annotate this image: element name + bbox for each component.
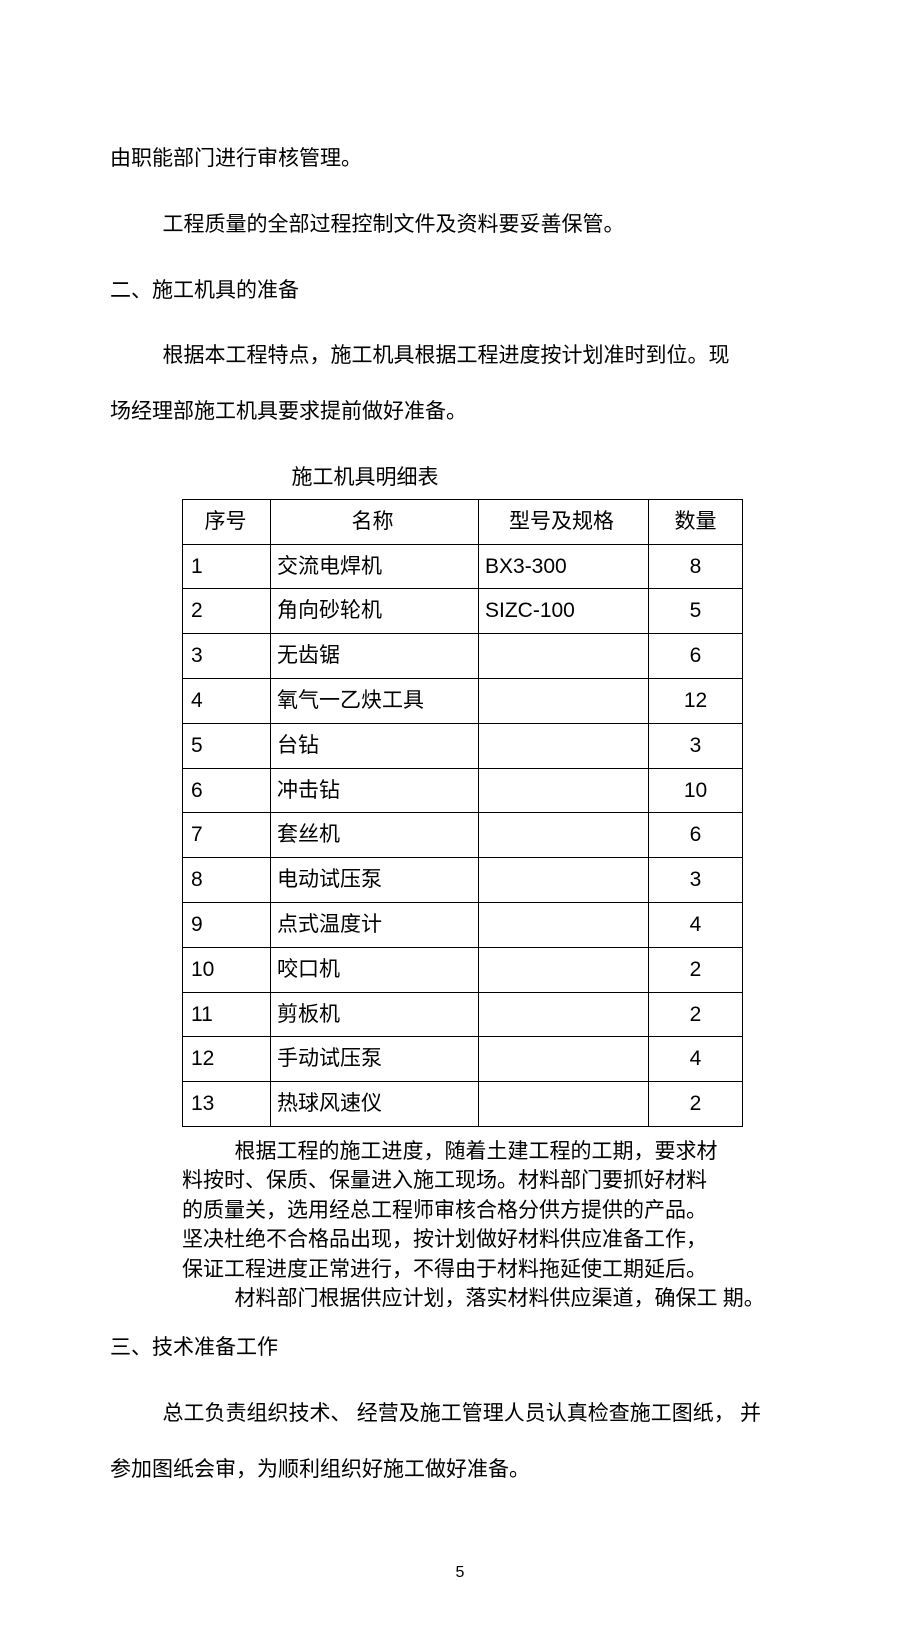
table-row: 6冲击钻 10 (183, 768, 743, 813)
table-cell-qty: 2 (649, 1082, 743, 1127)
table-header-row: 序号 名称 型号及规格 数量 (183, 499, 743, 544)
paragraph-continuation: 由职能部门进行审核管理。 (110, 140, 810, 178)
table-cell-idx: 13 (183, 1082, 271, 1127)
table-cell-name: 手动试压泵 (271, 1037, 479, 1082)
table-cell-qty: 4 (649, 902, 743, 947)
table-cell-idx: 10 (183, 947, 271, 992)
table-row: 5台钻 3 (183, 723, 743, 768)
table-row: 3无齿锯 6 (183, 634, 743, 679)
table-cell-name: 氧气一乙炔工具 (271, 678, 479, 723)
table-cell-qty: 12 (649, 678, 743, 723)
table-cell-qty: 6 (649, 634, 743, 679)
table-row: 1交流电焊机BX3-3008 (183, 544, 743, 589)
table-cell-name: 台钻 (271, 723, 479, 768)
after-table-line: 坚决杜绝不合格品出现，按计划做好材料供应准备工作， (182, 1225, 770, 1254)
table-cell-qty: 2 (649, 992, 743, 1037)
table-cell-spec: SIZC-100 (479, 589, 649, 634)
section-heading-2: 二、施工机具的准备 (110, 272, 810, 310)
table-cell-qty: 4 (649, 1037, 743, 1082)
table-cell-qty: 2 (649, 947, 743, 992)
table-title: 施工机具明细表 (240, 459, 490, 497)
after-table-line: 的质量关，选用经总工程师审核合格分供方提供的产品。 (182, 1196, 770, 1225)
table-cell-name: 电动试压泵 (271, 858, 479, 903)
table-row: 13热球风速仪 2 (183, 1082, 743, 1127)
table-cell-idx: 6 (183, 768, 271, 813)
page-number: 5 (110, 1559, 810, 1588)
table-cell-qty: 10 (649, 768, 743, 813)
table-row: 2角向砂轮机SIZC-1005 (183, 589, 743, 634)
table-cell-idx: 8 (183, 858, 271, 903)
section-heading-3: 三、技术准备工作 (110, 1329, 810, 1367)
after-table-paragraph-1: 根据工程的施工进度，随着土建工程的工期，要求材 料按时、保质、保量进入施工现场。… (182, 1137, 770, 1313)
table-cell-spec (479, 992, 649, 1037)
table-cell-qty: 3 (649, 723, 743, 768)
table-cell-idx: 7 (183, 813, 271, 858)
table-cell-name: 角向砂轮机 (271, 589, 479, 634)
table-cell-qty: 6 (649, 813, 743, 858)
table-cell-idx: 4 (183, 678, 271, 723)
table-cell-qty: 3 (649, 858, 743, 903)
table-cell-spec (479, 768, 649, 813)
paragraph-tech-prep-b: 参加图纸会审，为顺利组织好施工做好准备。 (110, 1451, 810, 1489)
table-cell-name: 无齿锯 (271, 634, 479, 679)
after-table-line: 根据工程的施工进度，随着土建工程的工期，要求材 (182, 1137, 770, 1166)
table-cell-qty: 5 (649, 589, 743, 634)
paragraph-machinery-prep-b: 场经理部施工机具要求提前做好准备。 (110, 393, 810, 431)
table-cell-spec (479, 723, 649, 768)
table-cell-spec (479, 1037, 649, 1082)
after-table-line: 料按时、保质、保量进入施工现场。材料部门要抓好材料 (182, 1166, 770, 1195)
table-row: 7套丝机 6 (183, 813, 743, 858)
table-cell-name: 套丝机 (271, 813, 479, 858)
table-cell-idx: 11 (183, 992, 271, 1037)
paragraph-machinery-prep-a: 根据本工程特点，施工机具根据工程进度按计划准时到位。现 (110, 337, 810, 375)
table-cell-idx: 2 (183, 589, 271, 634)
paragraph-tech-prep-a: 总工负责组织技术、 经营及施工管理人员认真检查施工图纸， 并 (110, 1395, 810, 1433)
after-table-line: 保证工程进度正常进行，不得由于材料拖延使工期延后。 (182, 1255, 770, 1284)
table-cell-name: 冲击钻 (271, 768, 479, 813)
table-cell-name: 咬口机 (271, 947, 479, 992)
table-cell-idx: 12 (183, 1037, 271, 1082)
table-header-name: 名称 (271, 499, 479, 544)
table-cell-spec (479, 678, 649, 723)
table-row: 9点式温度计 4 (183, 902, 743, 947)
table-cell-idx: 3 (183, 634, 271, 679)
table-row: 11剪板机 2 (183, 992, 743, 1037)
table-cell-idx: 9 (183, 902, 271, 947)
table-cell-spec: BX3-300 (479, 544, 649, 589)
table-row: 10咬口机 2 (183, 947, 743, 992)
table-cell-spec (479, 1082, 649, 1127)
table-cell-spec (479, 858, 649, 903)
table-row: 12手动试压泵 4 (183, 1037, 743, 1082)
table-cell-spec (479, 947, 649, 992)
table-cell-name: 剪板机 (271, 992, 479, 1037)
table-cell-spec (479, 634, 649, 679)
table-header-qty: 数量 (649, 499, 743, 544)
table-cell-spec (479, 902, 649, 947)
table-cell-spec (479, 813, 649, 858)
paragraph-quality-control: 工程质量的全部过程控制文件及资料要妥善保管。 (110, 206, 810, 244)
table-cell-name: 交流电焊机 (271, 544, 479, 589)
table-cell-idx: 5 (183, 723, 271, 768)
table-header-idx: 序号 (183, 499, 271, 544)
after-table-line: 材料部门根据供应计划，落实材料供应渠道，确保工 期。 (182, 1284, 770, 1313)
table-header-spec: 型号及规格 (479, 499, 649, 544)
table-cell-idx: 1 (183, 544, 271, 589)
table-cell-name: 热球风速仪 (271, 1082, 479, 1127)
table-row: 4氧气一乙炔工具 12 (183, 678, 743, 723)
machinery-table: 序号 名称 型号及规格 数量 1交流电焊机BX3-30082角向砂轮机SIZC-… (182, 499, 743, 1127)
table-row: 8电动试压泵 3 (183, 858, 743, 903)
table-cell-name: 点式温度计 (271, 902, 479, 947)
table-cell-qty: 8 (649, 544, 743, 589)
